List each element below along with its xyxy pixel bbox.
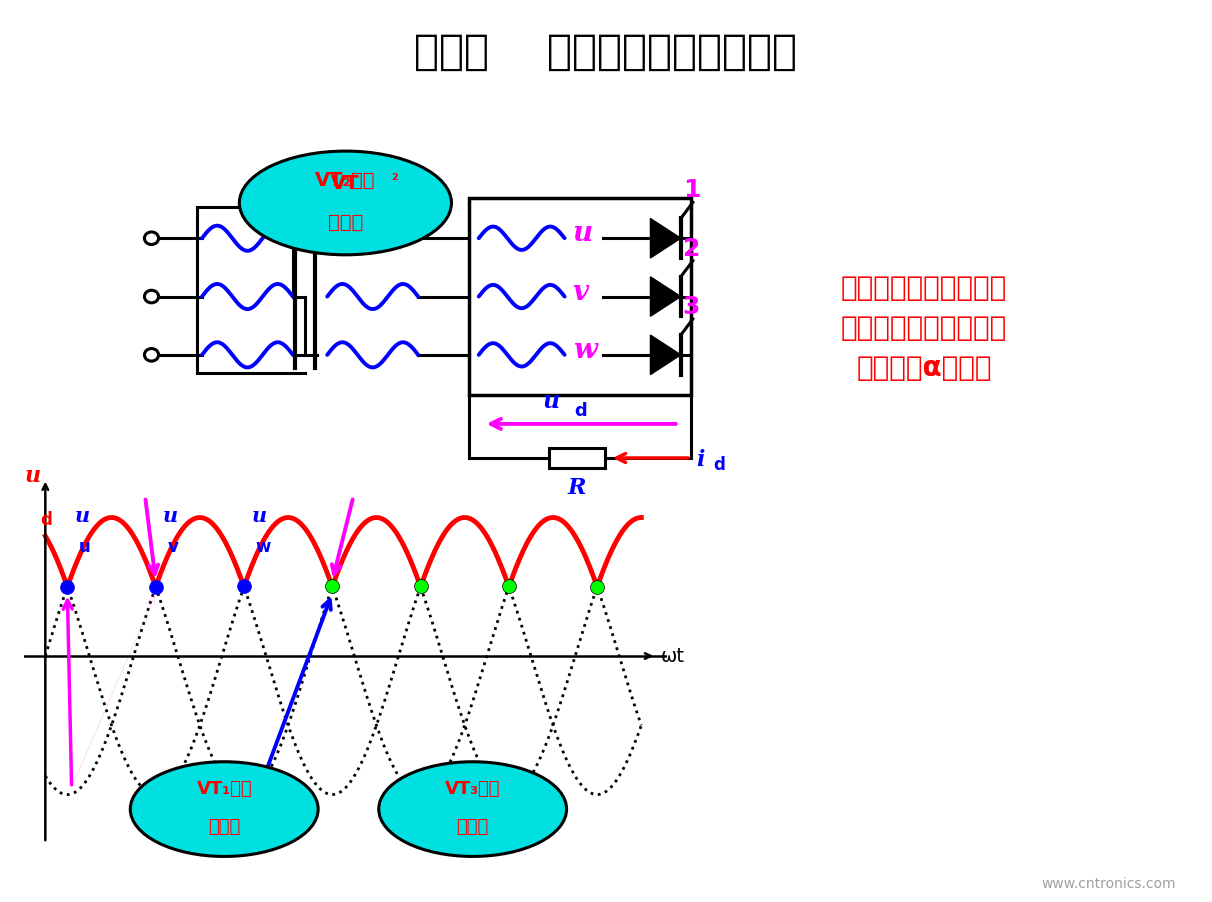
Text: VT₁控制: VT₁控制 [196,780,252,798]
Text: i: i [696,449,704,471]
Text: VT: VT [331,173,360,193]
Text: d: d [574,402,588,420]
Text: www.cntronics.com: www.cntronics.com [1041,877,1176,891]
Text: u: u [251,506,267,526]
Text: ₂: ₂ [391,169,398,183]
Text: v: v [167,538,178,557]
Text: 角起点: 角起点 [208,818,240,836]
Text: ωt: ωt [661,647,685,666]
Polygon shape [651,277,681,317]
Polygon shape [651,218,681,258]
Text: 角起点: 角起点 [457,818,488,836]
Text: v: v [572,279,589,306]
Text: 第一节    三相半波可控整流电路: 第一节 三相半波可控整流电路 [415,31,797,73]
Text: 角起点: 角起点 [327,213,364,233]
Polygon shape [651,336,681,374]
Bar [469,198,691,395]
Text: u: u [24,465,41,487]
Text: VT₂控制: VT₂控制 [315,170,376,190]
Text: VT₃控制: VT₃控制 [445,780,501,798]
Text: VT: VT [331,173,360,193]
Text: d: d [40,511,52,529]
Text: w: w [572,336,596,364]
Text: 2: 2 [682,236,701,261]
Text: u: u [79,538,91,557]
Text: u: u [164,506,178,526]
Text: d: d [713,456,725,474]
Text: u: u [75,506,90,526]
Text: 不可控整流电路的自然
换相点就是可控整流电
路控制角α的起点: 不可控整流电路的自然 换相点就是可控整流电 路控制角α的起点 [841,274,1007,382]
Text: u: u [543,389,560,413]
Text: 1: 1 [682,179,701,202]
Text: w: w [256,538,271,557]
Bar [549,448,605,468]
Text: u: u [572,220,593,247]
Text: R: R [568,477,587,499]
Text: 3: 3 [682,295,701,319]
